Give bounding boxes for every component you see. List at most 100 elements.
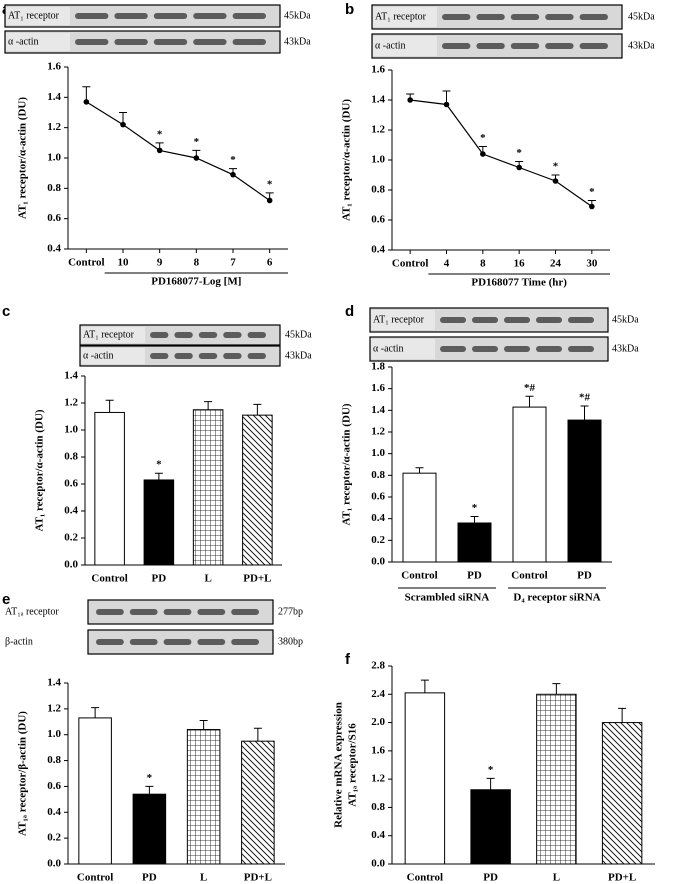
bar: [402, 472, 437, 563]
y-axis-label: AT₁ₐ receptor/S16: [347, 723, 359, 807]
significance-label: *: [516, 147, 522, 159]
y-tick-label: 0.6: [47, 212, 61, 224]
blot-band: [153, 13, 188, 19]
panel-letter: f: [345, 651, 351, 668]
point: [552, 178, 559, 184]
y-tick-label: 1.2: [47, 702, 61, 714]
y-tick-label: 1.4: [47, 677, 61, 689]
blot-band: [198, 353, 218, 359]
blot-label: α -actin: [83, 350, 114, 361]
point: [83, 99, 90, 105]
blot-label-bg: [6, 33, 70, 51]
x-tick-label: PD+L: [608, 872, 636, 884]
line: [410, 99, 593, 207]
x-tick-label: L: [204, 573, 211, 585]
y-tick-label: 2.0: [371, 716, 385, 728]
error-bar: [91, 707, 100, 718]
blot-band: [193, 13, 227, 19]
y-tick-label: 1.4: [371, 404, 385, 416]
significance-label: *: [194, 136, 200, 148]
y-tick-label: 2.4: [371, 688, 385, 700]
x-tick-label: 6: [267, 257, 273, 269]
x-tick-label: PD: [577, 570, 592, 582]
x-tick-label: L: [553, 872, 560, 884]
blot-size: 45kDa: [284, 10, 311, 21]
x-tick-label: 9: [157, 257, 163, 269]
significance-label: *: [230, 154, 236, 166]
y-tick-label: 1.6: [371, 382, 385, 394]
error-bar: [420, 679, 429, 693]
y-tick-label: 1.2: [371, 124, 385, 136]
blot-label: α -actin: [375, 40, 406, 51]
blot-band: [129, 639, 158, 645]
bar: [536, 693, 577, 865]
blot-band: [476, 14, 505, 20]
y-tick-label: 0.2: [47, 832, 61, 844]
blot-band: [129, 609, 158, 615]
blot-band: [504, 317, 530, 323]
blot-band: [231, 639, 259, 645]
y-tick-label: 0.4: [371, 829, 385, 841]
blot-band: [579, 43, 608, 49]
bar: [78, 717, 112, 865]
y-axis-label: AT₁ receptor/α-actin (DU): [341, 99, 353, 221]
y-tick-label: 1.2: [47, 121, 61, 133]
point: [230, 171, 236, 178]
y-tick-label: 0.8: [371, 801, 385, 813]
y-tick-label: 1.2: [64, 397, 78, 409]
y-tick-label: 0.0: [371, 556, 385, 568]
point: [156, 147, 163, 154]
x-tick-label: Control: [77, 872, 113, 884]
error-bar: [199, 719, 208, 730]
error-bar: [204, 401, 213, 410]
x-tick-label: 24: [550, 258, 562, 270]
x-tick-label: Control: [68, 257, 104, 269]
bar: [132, 793, 167, 865]
significance-label: *#: [524, 382, 536, 394]
y-tick-label: 1.0: [47, 728, 61, 740]
blot-band: [232, 39, 266, 45]
x-tick-label: 8: [194, 257, 200, 269]
y-tick-label: 1.0: [64, 424, 78, 436]
point: [589, 203, 595, 210]
point: [443, 101, 450, 108]
error-bar: [253, 403, 262, 416]
bar: [94, 411, 125, 566]
significance-label: *: [553, 161, 559, 173]
blot-size: 45kDa: [628, 11, 655, 22]
bar: [567, 419, 602, 563]
blot-size: 43kDa: [628, 40, 655, 51]
blot-label-bg: [373, 36, 437, 56]
bar: [404, 692, 446, 865]
error-bar: [580, 405, 589, 421]
blot-band: [150, 332, 169, 338]
significance-label: *: [147, 772, 153, 784]
x-tick-label: PD: [483, 872, 498, 884]
y-tick-label: 0.6: [371, 214, 385, 226]
x-tick-label: PD: [152, 573, 167, 585]
y-tick-label: 0.4: [371, 512, 385, 524]
blot-band: [197, 609, 226, 615]
bar: [512, 406, 547, 563]
y-tick-label: 0.0: [371, 858, 385, 870]
panel-letter: e: [2, 591, 10, 608]
error-bar: [154, 472, 163, 480]
significance-label: *: [480, 132, 486, 144]
y-tick-label: 0.6: [47, 780, 61, 792]
y-tick-label: 0.4: [47, 806, 61, 818]
y-axis-label: AT₁ₐ receptor/β-actin (DU): [17, 711, 29, 836]
blot-band: [153, 39, 188, 45]
y-tick-label: 0.8: [371, 469, 385, 481]
y-tick-label: 1.6: [371, 64, 385, 76]
significance-label: *: [157, 128, 163, 140]
point: [193, 155, 200, 161]
group-label: Scrambled siRNA: [405, 592, 490, 604]
blot-band: [163, 609, 192, 615]
y-axis-label: AT₁ receptor/α-actin (DU): [341, 403, 353, 525]
blot-size: 380bp: [278, 636, 303, 647]
blot-band: [150, 353, 169, 359]
blot-label-bg: [81, 348, 145, 364]
y-tick-label: 0.6: [64, 478, 78, 490]
y-axis-label: Relative mRNA expression: [333, 702, 345, 828]
